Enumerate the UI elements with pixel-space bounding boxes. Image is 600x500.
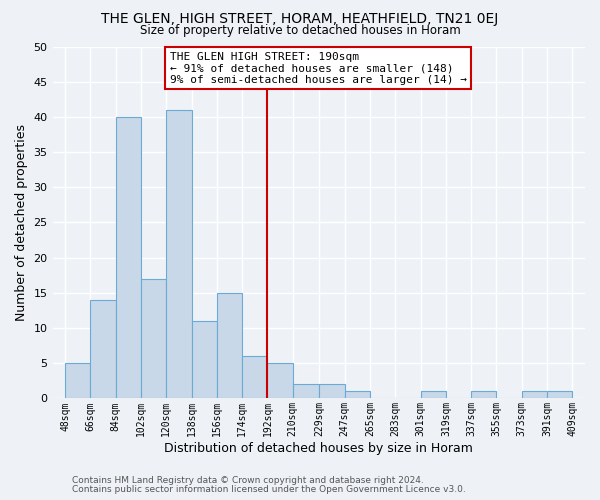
Text: THE GLEN HIGH STREET: 190sqm
← 91% of detached houses are smaller (148)
9% of se: THE GLEN HIGH STREET: 190sqm ← 91% of de… <box>170 52 467 85</box>
Bar <box>166 110 191 399</box>
X-axis label: Distribution of detached houses by size in Horam: Distribution of detached houses by size … <box>164 442 473 455</box>
Bar <box>141 279 166 398</box>
Bar <box>547 392 572 398</box>
Bar <box>65 363 91 398</box>
Text: Contains public sector information licensed under the Open Government Licence v3: Contains public sector information licen… <box>72 485 466 494</box>
Bar <box>522 392 547 398</box>
Bar <box>319 384 345 398</box>
Bar <box>345 392 370 398</box>
Bar <box>421 392 446 398</box>
Text: Contains HM Land Registry data © Crown copyright and database right 2024.: Contains HM Land Registry data © Crown c… <box>72 476 424 485</box>
Text: THE GLEN, HIGH STREET, HORAM, HEATHFIELD, TN21 0EJ: THE GLEN, HIGH STREET, HORAM, HEATHFIELD… <box>101 12 499 26</box>
Bar <box>91 300 116 398</box>
Bar <box>471 392 496 398</box>
Text: Size of property relative to detached houses in Horam: Size of property relative to detached ho… <box>140 24 460 37</box>
Bar <box>116 117 141 398</box>
Bar <box>242 356 268 399</box>
Bar <box>191 321 217 398</box>
Y-axis label: Number of detached properties: Number of detached properties <box>15 124 28 321</box>
Bar <box>217 293 242 399</box>
Bar <box>293 384 319 398</box>
Bar <box>268 363 293 398</box>
